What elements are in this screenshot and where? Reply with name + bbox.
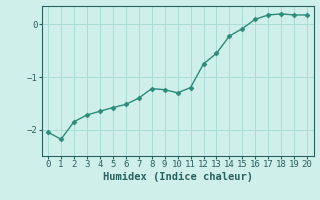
X-axis label: Humidex (Indice chaleur): Humidex (Indice chaleur) <box>103 172 252 182</box>
